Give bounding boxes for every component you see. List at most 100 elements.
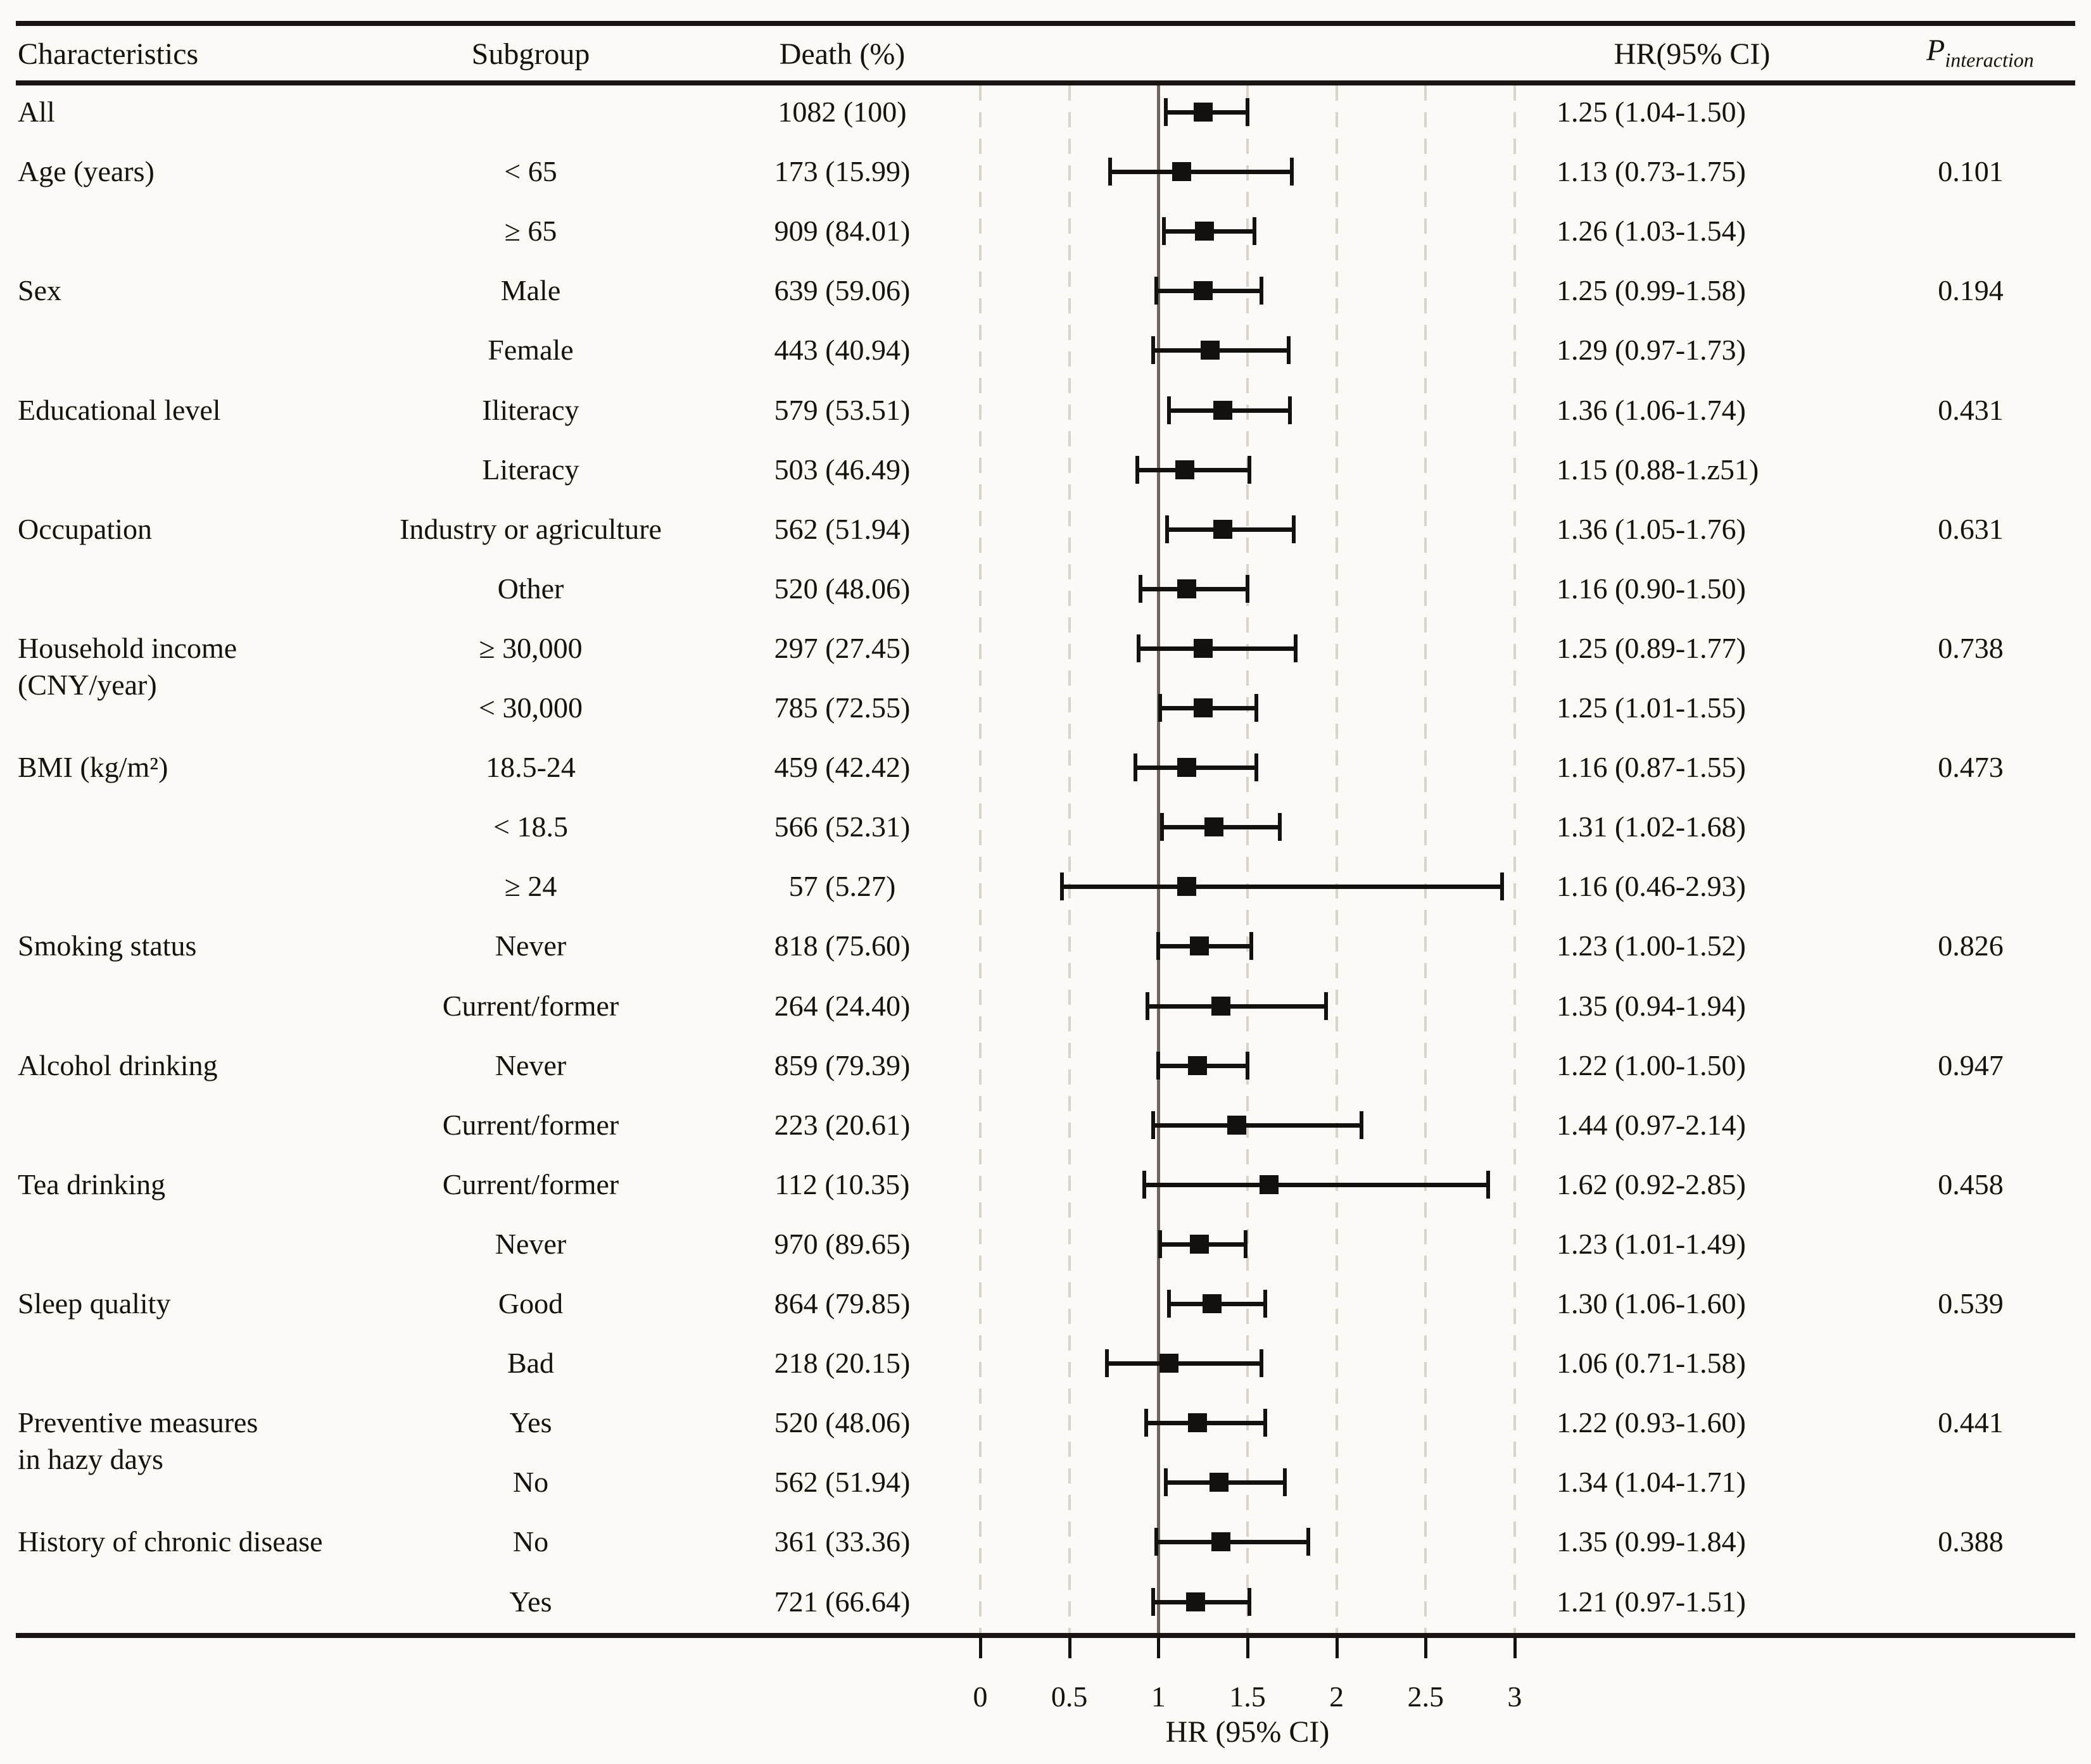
row-death-percent: 173 (15.99) [774,155,911,188]
row-characteristic: Smoking status [18,929,197,962]
row-death-percent: 562 (51.94) [774,1466,911,1499]
row-p-interaction: 0.738 [1938,631,2004,664]
ci-cap-left [1060,873,1064,901]
row-hr-ci-text: 1.62 (0.92-2.85) [1557,1168,1746,1200]
hr-point-marker [1195,222,1215,241]
ci-cap-right [1260,277,1264,305]
row-hr-ci-text: 1.26 (1.03-1.54) [1557,215,1746,248]
p-symbol: P [1926,34,1945,67]
ci-cap-right [1247,455,1251,484]
row-characteristic: Age (years) [18,155,155,188]
x-axis-tick [1513,1638,1517,1658]
row-death-percent: 57 (5.27) [788,870,896,903]
ci-cap-left [1144,1409,1148,1437]
ci-cap-left [1133,753,1137,782]
row-subgroup: Never [495,1049,567,1081]
row-p-interaction: 0.101 [1938,155,2004,188]
row-hr-ci-text: 1.15 (0.88-1.z51) [1557,453,1759,486]
hr-point-marker [1213,519,1232,539]
reference-line-hr-1 [1157,85,1161,1633]
ci-cap-right [1286,336,1291,365]
ci-cap-right [1260,1349,1264,1378]
row-hr-ci-text: 1.25 (1.04-1.50) [1557,96,1746,128]
hr-point-marker [1204,817,1223,837]
hr-point-marker [1227,1115,1247,1135]
row-p-interaction: 0.458 [1938,1168,2004,1200]
hr-point-marker [1193,698,1213,717]
row-characteristic: Educational level [18,393,221,426]
ci-line [1156,1540,1308,1545]
hr-point-marker [1186,1592,1206,1611]
row-hr-ci-text: 1.36 (1.05-1.76) [1557,512,1746,545]
ci-cap-left [1151,1587,1155,1616]
ci-cap-right [1245,1051,1249,1080]
row-hr-ci-text: 1.35 (0.99-1.84) [1557,1525,1746,1558]
ci-cap-right [1486,1170,1490,1199]
row-hr-ci-text: 1.16 (0.90-1.50) [1557,572,1746,605]
ci-line [1110,170,1292,175]
row-hr-ci-text: 1.31 (1.02-1.68) [1557,810,1746,843]
row-subgroup: Industry or agriculture [400,512,662,545]
row-hr-ci-text: 1.16 (0.46-2.93) [1557,870,1746,903]
row-characteristic: Occupation [18,512,153,545]
ci-line [1153,348,1289,353]
dashed-gridline [1068,85,1071,1633]
row-death-percent: 785 (72.55) [774,691,911,724]
hr-point-marker [1177,877,1197,897]
ci-line [1153,1123,1361,1128]
dashed-gridline [1246,85,1249,1633]
ci-line [1139,646,1296,651]
row-subgroup: Never [495,929,567,962]
x-axis-tick-label: 1 [1151,1680,1166,1713]
row-characteristic: Sex [18,274,61,307]
row-subgroup: Never [495,1227,567,1260]
row-hr-ci-text: 1.36 (1.06-1.74) [1557,393,1746,426]
ci-cap-right [1254,694,1258,722]
row-subgroup: ≥ 65 [504,215,557,248]
x-axis-title: HR (95% CI) [1165,1715,1330,1749]
ci-cap-left [1163,1468,1168,1497]
row-death-percent: 297 (27.45) [774,631,911,664]
row-p-interaction: 0.388 [1938,1525,2004,1558]
x-axis-tick [1068,1638,1071,1658]
ci-cap-left [1135,455,1139,484]
col-header-p-interaction: Pinteraction [1926,33,2034,78]
ci-cap-right [1290,158,1294,186]
hr-point-marker [1209,1473,1229,1492]
ci-cap-right [1359,1111,1363,1139]
hr-point-marker [1188,1055,1208,1075]
ci-cap-right [1306,1528,1310,1556]
row-subgroup: Current/former [442,989,619,1022]
dashed-gridline [1513,85,1516,1633]
row-p-interaction: 0.473 [1938,751,2004,784]
hr-point-marker [1189,1234,1209,1254]
hr-point-marker [1175,460,1195,479]
p-subscript: interaction [1945,48,2034,72]
row-hr-ci-text: 1.22 (0.93-1.60) [1557,1406,1746,1439]
ci-cap-right [1254,753,1258,782]
row-hr-ci-text: 1.29 (0.97-1.73) [1557,334,1746,367]
row-characteristic: History of chronic disease [18,1525,323,1558]
ci-cap-right [1249,932,1253,961]
ci-cap-left [1163,98,1168,126]
row-subgroup: Iliteracy [482,393,579,426]
row-subgroup: Current/former [442,1168,619,1200]
row-subgroup: < 30,000 [479,691,583,724]
ci-cap-left [1154,1528,1159,1556]
row-subgroup: No [512,1525,549,1558]
row-death-percent: 970 (89.65) [774,1227,911,1260]
row-death-percent: 503 (46.49) [774,453,911,486]
row-p-interaction: 0.826 [1938,929,2004,962]
row-death-percent: 818 (75.60) [774,929,911,962]
col-header-death: Death (%) [779,37,906,71]
row-hr-ci-text: 1.44 (0.97-2.14) [1557,1108,1746,1141]
x-axis-tick-label: 2 [1329,1680,1344,1713]
x-axis-tick [979,1638,982,1658]
row-subgroup: ≥ 30,000 [479,631,583,664]
row-hr-ci-text: 1.23 (1.00-1.52) [1557,929,1746,962]
ci-line [1147,1004,1326,1009]
hr-point-marker [1159,1354,1179,1373]
ci-cap-right [1283,1468,1287,1497]
row-death-percent: 566 (52.31) [774,810,911,843]
